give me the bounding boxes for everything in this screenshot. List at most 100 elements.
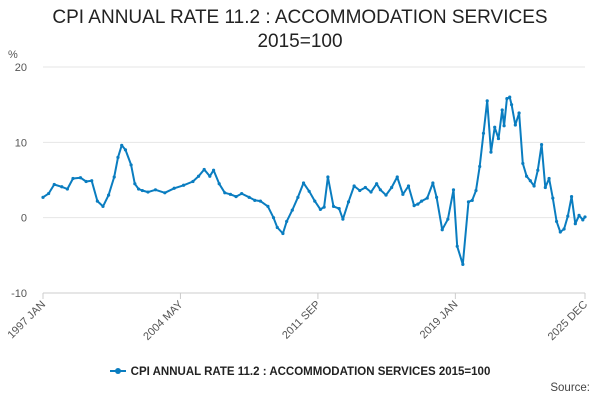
data-point[interactable]	[65, 187, 69, 191]
data-point[interactable]	[532, 184, 536, 188]
data-point[interactable]	[253, 198, 257, 202]
data-point[interactable]	[577, 213, 581, 218]
data-point[interactable]	[84, 179, 88, 184]
data-point[interactable]	[181, 183, 186, 187]
data-point[interactable]	[223, 191, 227, 195]
data-point[interactable]	[208, 174, 212, 178]
data-point[interactable]	[217, 182, 221, 186]
data-point[interactable]	[322, 205, 326, 209]
data-point[interactable]	[395, 175, 399, 179]
data-point[interactable]	[266, 204, 270, 208]
data-point[interactable]	[583, 215, 587, 219]
legend[interactable]: CPI ANNUAL RATE 11.2 : ACCOMMODATION SER…	[0, 366, 600, 378]
data-point[interactable]	[301, 181, 306, 185]
data-point[interactable]	[196, 174, 201, 178]
data-point[interactable]	[474, 188, 478, 193]
data-point[interactable]	[271, 216, 276, 220]
data-point[interactable]	[517, 111, 521, 115]
data-point[interactable]	[107, 193, 111, 197]
data-point[interactable]	[401, 192, 405, 196]
data-point[interactable]	[146, 190, 150, 194]
data-point[interactable]	[313, 199, 317, 203]
data-point[interactable]	[318, 207, 323, 211]
data-point[interactable]	[211, 168, 216, 172]
data-point[interactable]	[481, 131, 486, 135]
data-point[interactable]	[573, 222, 577, 226]
data-point[interactable]	[485, 99, 489, 103]
data-point[interactable]	[569, 194, 574, 199]
data-point[interactable]	[554, 219, 559, 224]
data-point[interactable]	[451, 188, 456, 192]
data-point[interactable]	[455, 244, 459, 248]
data-point[interactable]	[71, 176, 75, 181]
data-point[interactable]	[513, 123, 517, 127]
data-point[interactable]	[521, 161, 525, 166]
data-point[interactable]	[581, 218, 585, 222]
data-point[interactable]	[509, 103, 514, 107]
data-point[interactable]	[307, 189, 311, 193]
data-point[interactable]	[489, 150, 493, 154]
data-point[interactable]	[140, 188, 144, 193]
data-point[interactable]	[202, 167, 206, 172]
data-point[interactable]	[406, 184, 411, 188]
data-point[interactable]	[41, 195, 45, 199]
data-point[interactable]	[136, 187, 141, 191]
data-point[interactable]	[375, 182, 379, 186]
data-point[interactable]	[90, 179, 94, 183]
data-point[interactable]	[358, 188, 362, 193]
data-point[interactable]	[337, 207, 341, 211]
data-point[interactable]	[425, 196, 429, 200]
data-point[interactable]	[505, 97, 509, 101]
data-point[interactable]	[47, 191, 51, 196]
data-point[interactable]	[539, 142, 544, 147]
data-point[interactable]	[558, 230, 562, 234]
data-point[interactable]	[363, 185, 367, 190]
data-point[interactable]	[502, 124, 506, 128]
data-point[interactable]	[123, 148, 128, 152]
data-point[interactable]	[234, 194, 238, 199]
data-point[interactable]	[470, 198, 474, 202]
data-point[interactable]	[478, 164, 482, 169]
data-point[interactable]	[466, 200, 471, 204]
data-point[interactable]	[524, 174, 529, 178]
data-point[interactable]	[172, 186, 176, 190]
data-point[interactable]	[543, 185, 547, 190]
data-point[interactable]	[290, 208, 294, 212]
data-point[interactable]	[440, 228, 444, 232]
data-point[interactable]	[446, 217, 450, 221]
data-point[interactable]	[101, 204, 105, 208]
data-point[interactable]	[390, 185, 394, 190]
data-point[interactable]	[378, 188, 382, 192]
data-point[interactable]	[95, 199, 99, 203]
data-point[interactable]	[331, 204, 336, 208]
data-point[interactable]	[547, 176, 551, 181]
data-point[interactable]	[369, 190, 373, 194]
data-point[interactable]	[60, 185, 64, 189]
data-point[interactable]	[493, 125, 497, 129]
data-point[interactable]	[129, 163, 133, 167]
data-point[interactable]	[191, 179, 195, 184]
data-point[interactable]	[508, 95, 512, 99]
data-point[interactable]	[120, 143, 124, 147]
data-point[interactable]	[78, 176, 83, 180]
data-point[interactable]	[116, 155, 120, 159]
data-point[interactable]	[536, 168, 540, 172]
data-point[interactable]	[247, 195, 251, 199]
data-point[interactable]	[435, 195, 439, 199]
data-point[interactable]	[384, 193, 388, 197]
source-label[interactable]: Source:	[550, 382, 590, 394]
data-point[interactable]	[551, 196, 555, 200]
data-point[interactable]	[228, 192, 233, 196]
data-point[interactable]	[562, 227, 566, 231]
data-point[interactable]	[420, 199, 424, 203]
data-point[interactable]	[133, 182, 137, 186]
data-point[interactable]	[326, 175, 330, 179]
data-point[interactable]	[112, 175, 116, 179]
data-point[interactable]	[240, 191, 244, 196]
data-point[interactable]	[52, 182, 56, 187]
data-point[interactable]	[431, 181, 435, 185]
data-point[interactable]	[285, 219, 289, 224]
data-point[interactable]	[352, 184, 356, 188]
data-point[interactable]	[412, 204, 416, 208]
data-point[interactable]	[500, 108, 504, 112]
